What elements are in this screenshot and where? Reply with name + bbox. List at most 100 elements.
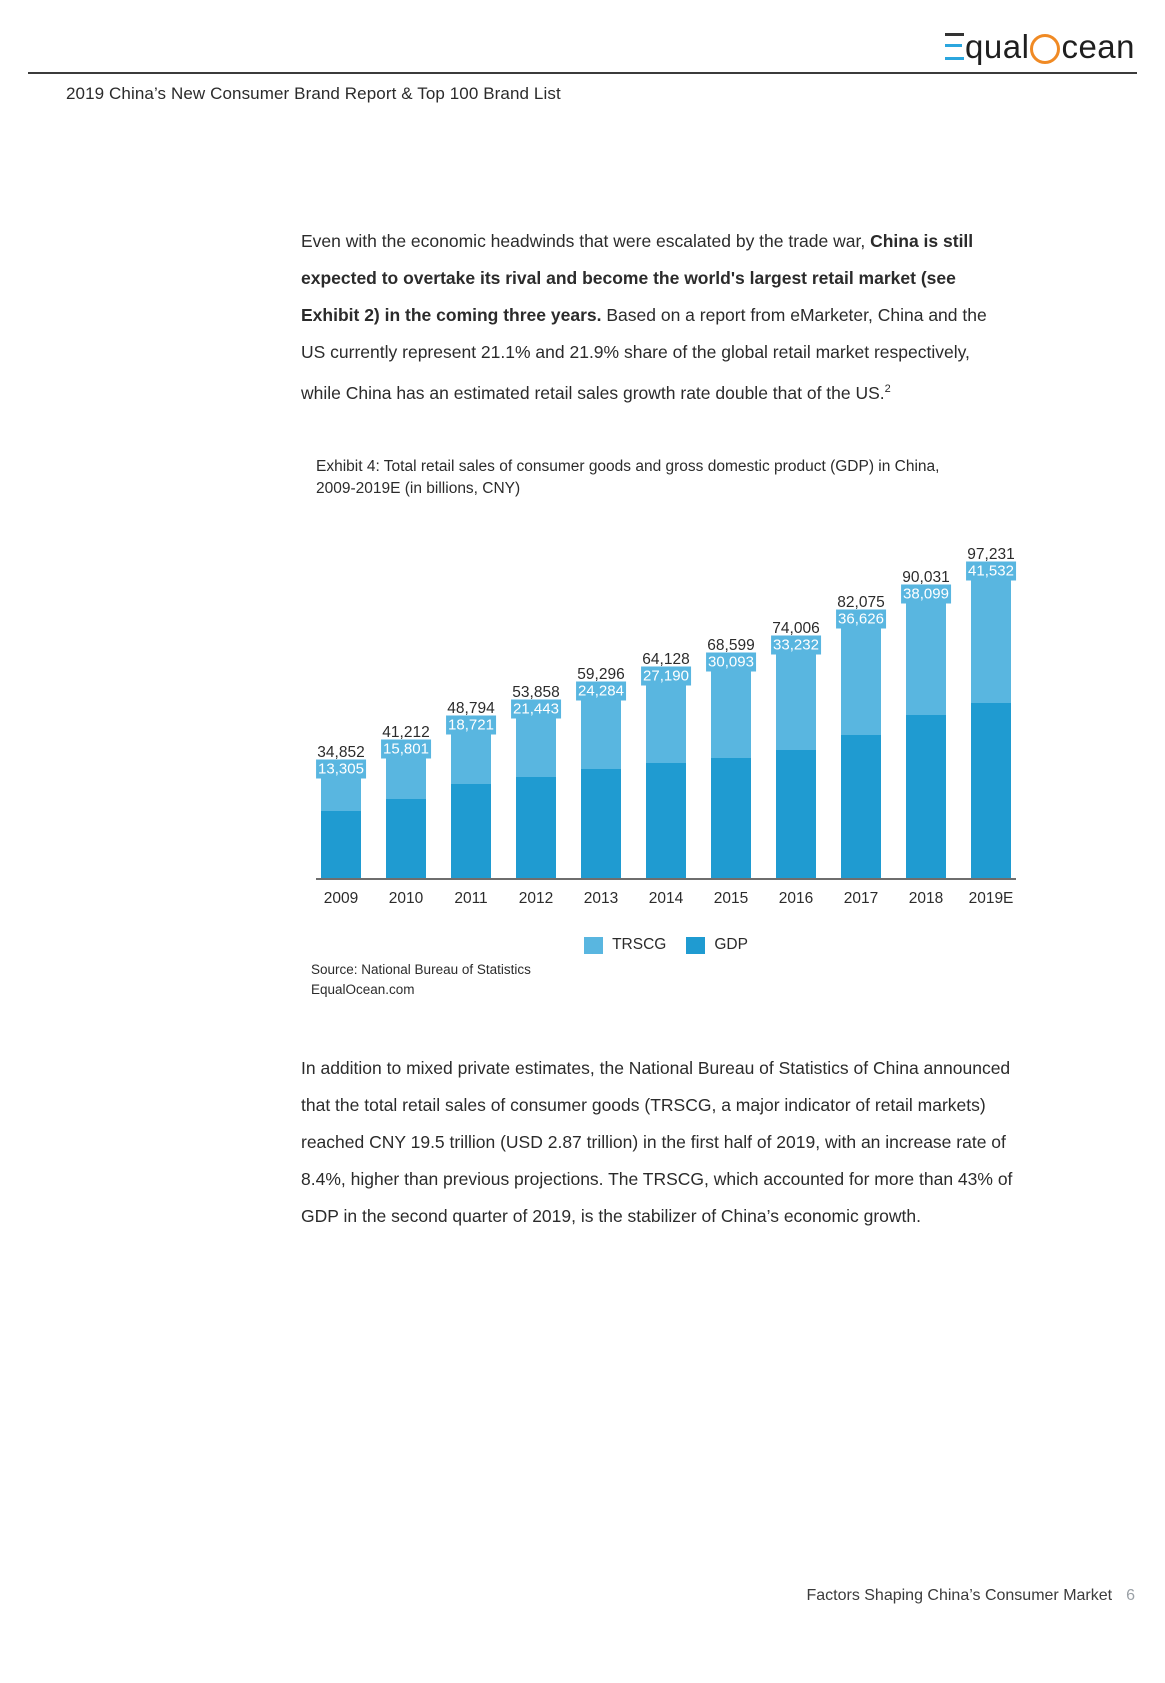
bar-segment-gdp-2017 [841, 735, 881, 880]
bar-segment-gdp-2011 [451, 784, 491, 880]
logo-e-icon [945, 32, 965, 60]
intro-text-bold: China is still expected to overtake its … [301, 230, 974, 325]
bar-total-label-2018: 90,031 [902, 568, 950, 586]
stacked-bar-chart: 34,852 13,305 41,212 15,801 48,794 18,721 53,8… [316, 512, 1016, 954]
bar-trscg-label-2017: 36,626 [836, 609, 886, 629]
legend-item-trscg[interactable]: TRSCG [584, 936, 666, 954]
outro-paragraph: In addition to mixed private estimates, … [301, 1057, 1013, 1226]
bar-total-label-2012: 53,858 [512, 683, 560, 701]
chart-bar-2016: 74,006 33,232 [771, 512, 821, 880]
bar-segment-trscg-2016: 33,232 [771, 635, 821, 751]
legend-label-trscg: TRSCG [612, 936, 667, 953]
bar-total-label-2009: 34,852 [317, 744, 365, 762]
x-label-2009: 2009 [323, 890, 359, 907]
bar-trscg-label-2009: 13,305 [316, 759, 366, 779]
document-title: 2019 China’s New Consumer Brand Report &… [66, 84, 561, 103]
bar-segment-trscg-2011: 18,721 [446, 715, 496, 785]
bar-trscg-label-2011: 18,721 [446, 715, 496, 735]
chart-bar-2011: 48,794 18,721 [446, 512, 496, 880]
bar-total-label-2016: 74,006 [772, 619, 820, 637]
bar-segment-gdp-2013 [581, 768, 621, 880]
exhibit-title-line1: Exhibit 4: Total retail sales of consume… [316, 458, 940, 475]
chart-bar-2019E: 97,231 41,532 [966, 512, 1016, 880]
x-label-2015: 2015 [713, 890, 749, 907]
bar-total-label-2017: 82,075 [837, 594, 885, 612]
page-footer: Factors Shaping China’s Consumer Market … [806, 1587, 1135, 1605]
exhibit-title-line2: 2009-2019E (in billions, CNY) [316, 480, 521, 497]
equalocean-logo: qual cean [945, 26, 1135, 66]
intro-paragraph: Even with the economic headwinds that we… [301, 223, 1011, 412]
bar-segment-trscg-2015: 30,093 [706, 652, 756, 758]
x-label-2019E: 2019E [968, 890, 1014, 907]
legend-swatch-icon-gdp [686, 936, 706, 954]
bar-segment-trscg-2012: 21,443 [511, 699, 561, 777]
bar-segment-trscg-2013: 24,284 [576, 681, 626, 769]
chart-bar-2010: 41,212 15,801 [381, 512, 431, 880]
bar-segment-trscg-2019E: 41,532 [966, 561, 1016, 703]
bar-segment-gdp-2018 [906, 714, 946, 880]
chart-bars: 34,852 13,305 41,212 15,801 48,794 18,721 53,8… [316, 512, 1016, 880]
bar-total-label-2014: 64,128 [642, 651, 690, 669]
bar-trscg-label-2019E: 41,532 [966, 561, 1016, 581]
chart-bar-2013: 59,296 24,284 [576, 512, 626, 880]
chart-legend: TRSCG GDP [316, 936, 1016, 954]
exhibit-title: Exhibit 4: Total retail sales of consume… [316, 456, 1016, 500]
exhibit-4: Exhibit 4: Total retail sales of consume… [316, 456, 1016, 954]
bar-total-label-2011: 48,794 [447, 699, 495, 717]
bar-segment-trscg-2017: 36,626 [836, 609, 886, 736]
intro-text-part2: Based on a report from eMarketer, China … [301, 304, 987, 403]
logo-text-qual: qual [965, 27, 1030, 65]
bar-segment-gdp-2014 [646, 762, 686, 880]
chart-bar-2012: 53,858 21,443 [511, 512, 561, 880]
bar-total-label-2015: 68,599 [707, 636, 755, 654]
bar-total-label-2010: 41,212 [382, 723, 430, 741]
bar-segment-gdp-2009 [321, 811, 361, 880]
bar-trscg-label-2014: 27,190 [641, 666, 691, 686]
bar-segment-trscg-2014: 27,190 [641, 666, 691, 763]
bar-total-label-2019E: 97,231 [967, 545, 1015, 563]
footer-page-number: 6 [1126, 1587, 1135, 1604]
chart-x-axis-labels: 2009 2010 2011 2012 2013 2014 2015 2016 2017 2018… [316, 890, 1016, 908]
bar-trscg-label-2012: 21,443 [511, 699, 561, 719]
bar-segment-trscg-2009: 13,305 [316, 759, 366, 812]
intro-text-part1: Even with the economic headwinds that we… [301, 230, 871, 251]
chart-bar-2009: 34,852 13,305 [316, 512, 366, 880]
chart-bar-2014: 64,128 27,190 [641, 512, 691, 880]
x-label-2016: 2016 [778, 890, 814, 907]
chart-bar-2018: 90,031 38,099 [901, 512, 951, 880]
bar-trscg-label-2015: 30,093 [706, 652, 756, 672]
chart-x-axis [316, 878, 1016, 880]
x-label-2011: 2011 [454, 890, 488, 907]
header-divider [28, 72, 1137, 74]
chart-plot-area: 34,852 13,305 41,212 15,801 48,794 18,721 53,8… [316, 512, 1016, 880]
source-line-2: EqualOcean.com [311, 982, 415, 997]
bar-segment-gdp-2019E [971, 702, 1011, 880]
bar-segment-trscg-2018: 38,099 [901, 584, 951, 715]
legend-item-gdp[interactable]: GDP [686, 936, 748, 954]
legend-swatch-icon-trscg [584, 936, 604, 954]
bar-segment-gdp-2010 [386, 799, 426, 880]
chart-bar-2015: 68,599 30,093 [706, 512, 756, 880]
bar-total-label-2013: 59,296 [577, 666, 625, 684]
footnote-marker: 2 [884, 382, 891, 395]
x-label-2010: 2010 [388, 890, 424, 907]
bar-segment-gdp-2015 [711, 757, 751, 880]
bar-segment-trscg-2010: 15,801 [381, 739, 431, 800]
logo-text-cean: cean [1061, 27, 1135, 65]
x-label-2014: 2014 [648, 890, 684, 907]
source-line-1: Source: National Bureau of Statistics [311, 962, 531, 977]
bar-trscg-label-2013: 24,284 [576, 681, 626, 701]
x-label-2013: 2013 [583, 890, 619, 907]
logo-o-ring-icon [1030, 34, 1061, 64]
logo-wordmark: qual cean [945, 27, 1135, 65]
x-label-2017: 2017 [843, 890, 879, 907]
bar-trscg-label-2018: 38,099 [901, 584, 951, 604]
bar-trscg-label-2016: 33,232 [771, 635, 821, 655]
x-label-2012: 2012 [518, 890, 554, 907]
x-label-2018: 2018 [908, 890, 944, 907]
bar-trscg-label-2010: 15,801 [381, 739, 431, 759]
footer-section-label: Factors Shaping China’s Consumer Market [806, 1587, 1113, 1604]
chart-bar-2017: 82,075 36,626 [836, 512, 886, 880]
bar-segment-gdp-2012 [516, 776, 556, 880]
bar-segment-gdp-2016 [776, 750, 816, 880]
